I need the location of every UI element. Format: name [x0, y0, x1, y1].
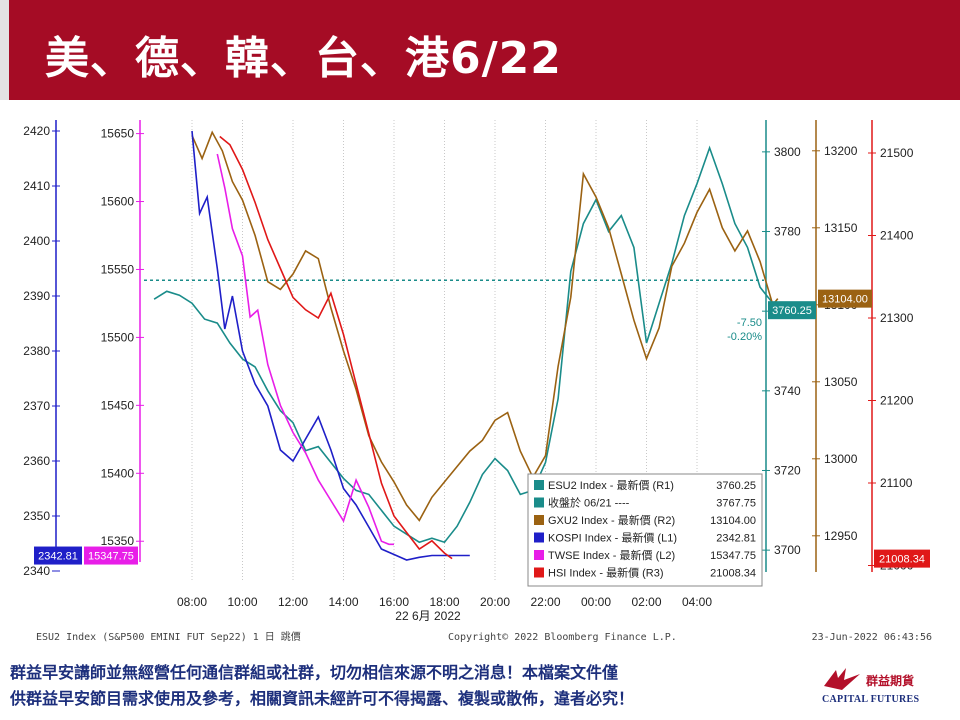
y-tick-label-l2: 15350: [101, 534, 135, 548]
legend-value: 3760.25: [716, 480, 756, 492]
y-tick-label-r2: 13000: [824, 452, 858, 466]
legend-label: 收盤於 06/21 ----: [548, 496, 630, 510]
series-line-r3: [219, 135, 453, 560]
hsi-value-tag-box: [874, 549, 930, 568]
legend-swatch: [534, 532, 544, 543]
y-tick-label-l1: 2410: [23, 179, 50, 193]
y-tick-label-l2: 15450: [101, 398, 135, 412]
legend-label: TWSE Index - 最新價 (L2): [548, 548, 675, 562]
legend-label: GXU2 Index - 最新價 (R2): [548, 513, 675, 527]
y-tick-label-l2: 15600: [101, 195, 135, 209]
legend-label: HSI Index - 最新價 (R3): [548, 566, 664, 580]
x-tick-label: 00:00: [581, 595, 611, 609]
timestamp-label: 23-Jun-2022 06:43:56: [812, 632, 932, 643]
legend-swatch: [534, 567, 544, 578]
y-tick-label-l1: 2390: [23, 289, 50, 303]
y-tick-label-r1: 3700: [774, 543, 801, 557]
y-tick-label-r2: 12950: [824, 529, 858, 543]
y-tick-label-r1: 3720: [774, 463, 801, 477]
esu2-value-tag: 3760.25: [772, 305, 812, 317]
disclaimer-text: 群益早安講師並無經營任何通信群組或社群，切勿相信來源不明之消息！本檔案文件僅 供…: [10, 663, 635, 708]
legend-swatch: [534, 480, 544, 490]
y-tick-label-r1: 3740: [774, 384, 801, 398]
y-tick-label-l1: 2420: [23, 124, 50, 138]
y-tick-label-l1: 2340: [23, 564, 50, 578]
x-tick-label: 14:00: [328, 595, 358, 609]
twse-value-tag: 15347.75: [88, 551, 134, 563]
legend-swatch: [534, 515, 544, 525]
legend-swatch: [534, 550, 544, 560]
chart-panel: 08:00 10:00 12:00 14:00 16:00 18:00 20:00 22:00…: [16, 110, 942, 650]
y-tick-label-r3: 21200: [880, 394, 914, 408]
series-line-l2: [216, 153, 394, 546]
legend-value: 13104.00: [710, 515, 756, 527]
y-tick-label-l2: 15550: [101, 262, 135, 276]
source-label: ESU2 Index (S&P500 EMINI FUT Sep22) 1 日 …: [36, 630, 301, 643]
legend-box: [527, 473, 763, 587]
y-tick-label-r2: 13150: [824, 221, 858, 235]
y-tick-label-l2: 15500: [101, 330, 135, 344]
y-tick-label-l2: 15650: [101, 127, 135, 141]
legend-label: ESU2 Index - 最新價 (R1): [548, 478, 674, 492]
x-tick-label: 12:00: [278, 595, 308, 609]
legend-label: KOSPI Index - 最新價 (L1): [548, 531, 677, 545]
x-tick-label: 20:00: [480, 595, 510, 609]
y-tick-label-r3: 21500: [880, 146, 914, 160]
esu2-change-pct: -0.20%: [727, 331, 762, 343]
capital-futures-logo: 群益期貨 CAPITAL FUTURES: [822, 666, 950, 712]
page-title: 美、德、韓、台、港6/22: [45, 33, 562, 84]
y-tick-label-l2: 15400: [101, 466, 135, 480]
x-tick-label: 02:00: [631, 595, 661, 609]
x-date-label: 22 6月 2022: [395, 609, 461, 623]
legend-value: 15347.75: [710, 550, 756, 562]
x-tick-label: 04:00: [682, 595, 712, 609]
y-tick-label-r2: 13200: [824, 144, 858, 158]
legend-value: 2342.81: [716, 533, 756, 545]
x-tick-label: 18:00: [429, 595, 459, 609]
bloomberg-chart: 08:00 10:00 12:00 14:00 16:00 18:00 20:00 22:00…: [23, 120, 932, 643]
x-tick-label: 22:00: [530, 595, 560, 609]
y-tick-label-l1: 2360: [23, 454, 50, 468]
x-tick-label: 08:00: [177, 595, 207, 609]
gxu2-value-tag-box: [818, 289, 872, 308]
legend-value: 21008.34: [710, 568, 756, 580]
y-tick-label-r3: 21300: [880, 311, 914, 325]
title-bar: 美、德、韓、台、港6/22: [0, 0, 960, 100]
y-tick-label-l1: 2370: [23, 399, 50, 413]
series-line-l1: [191, 130, 470, 561]
y-tick-label-r3: 21100: [880, 476, 913, 490]
footer: 群益早安講師並無經營任何通信群組或社群，切勿相信來源不明之消息！本檔案文件僅 供…: [0, 652, 960, 720]
twse-value-tag-box: [84, 546, 138, 565]
series-line-r1: [153, 145, 814, 544]
logo-wing-icon: [824, 668, 860, 690]
gxu2-value-tag: 13104.00: [822, 294, 868, 306]
logo-chinese-name: 群益期貨: [866, 674, 915, 688]
y-tick-label-l1: 2400: [23, 234, 50, 248]
x-tick-label: 16:00: [379, 595, 409, 609]
kospi-value-tag: 2342.81: [38, 551, 78, 563]
y-tick-label-r3: 21400: [880, 229, 914, 243]
logo-english-name: CAPITAL FUTURES: [822, 694, 920, 705]
legend-swatch: [534, 497, 544, 508]
y-tick-label-l1: 2350: [23, 509, 50, 523]
kospi-value-tag-box: [34, 546, 82, 565]
y-tick-label-l1: 2380: [23, 344, 50, 358]
hsi-value-tag: 21008.34: [879, 554, 925, 566]
copyright-label: Copyright© 2022 Bloomberg Finance L.P.: [448, 632, 677, 643]
series-line-r2: [191, 130, 779, 522]
x-tick-label: 10:00: [227, 595, 257, 609]
legend-value: 3767.75: [716, 498, 756, 510]
esu2-change-abs: -7.50: [737, 317, 762, 329]
esu2-value-tag-box: [768, 301, 816, 320]
y-tick-label-r2: 13050: [824, 375, 858, 389]
y-tick-label-r1: 3800: [774, 145, 801, 159]
y-tick-label-r1: 3780: [774, 225, 801, 239]
